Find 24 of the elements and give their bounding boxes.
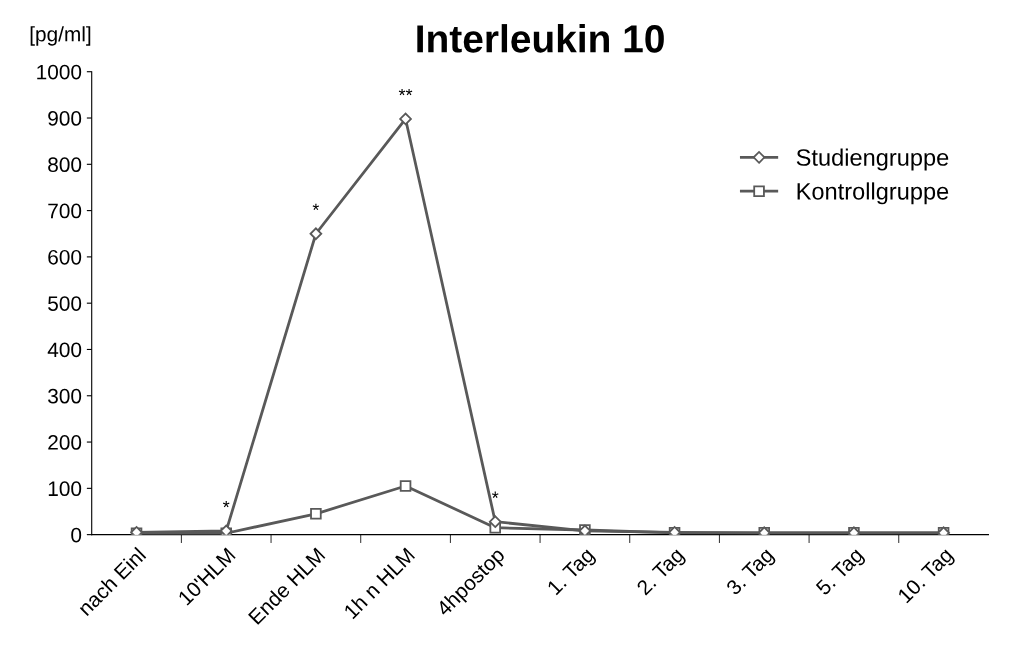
chart-title: Interleukin 10 (417, 24, 664, 53)
y-tick-label: 400 (47, 342, 82, 358)
x-tick-label: 10. Tag (897, 547, 957, 607)
annotation: * (312, 203, 320, 211)
y-tick-label: 1000 (37, 64, 82, 80)
annotation: ** (398, 88, 413, 96)
x-tick-label: 3. Tag (725, 547, 778, 599)
legend-label: Kontrollgruppe (797, 182, 949, 205)
y-tick-label: 100 (48, 481, 82, 497)
y-tick-label: 800 (48, 157, 82, 173)
y-tick-label: 300 (48, 388, 82, 404)
y-tick-label: 600 (48, 249, 82, 265)
x-tick-label: 5. Tag (815, 547, 867, 599)
annotation: * (222, 500, 230, 508)
x-tick-label: 1. Tag (546, 547, 598, 599)
x-tick-label: 2. Tag (635, 547, 688, 599)
y-tick-label: 200 (48, 435, 82, 450)
annotation: * (492, 491, 499, 498)
y-tick-label: 900 (48, 111, 82, 126)
y-tick-label: 0 (71, 527, 82, 543)
y-tick-label: 500 (48, 296, 82, 311)
y-tick-label: 700 (48, 203, 82, 219)
y-axis-title: [pg/ml] (30, 26, 91, 46)
legend-label: Studiengruppe (796, 148, 949, 171)
